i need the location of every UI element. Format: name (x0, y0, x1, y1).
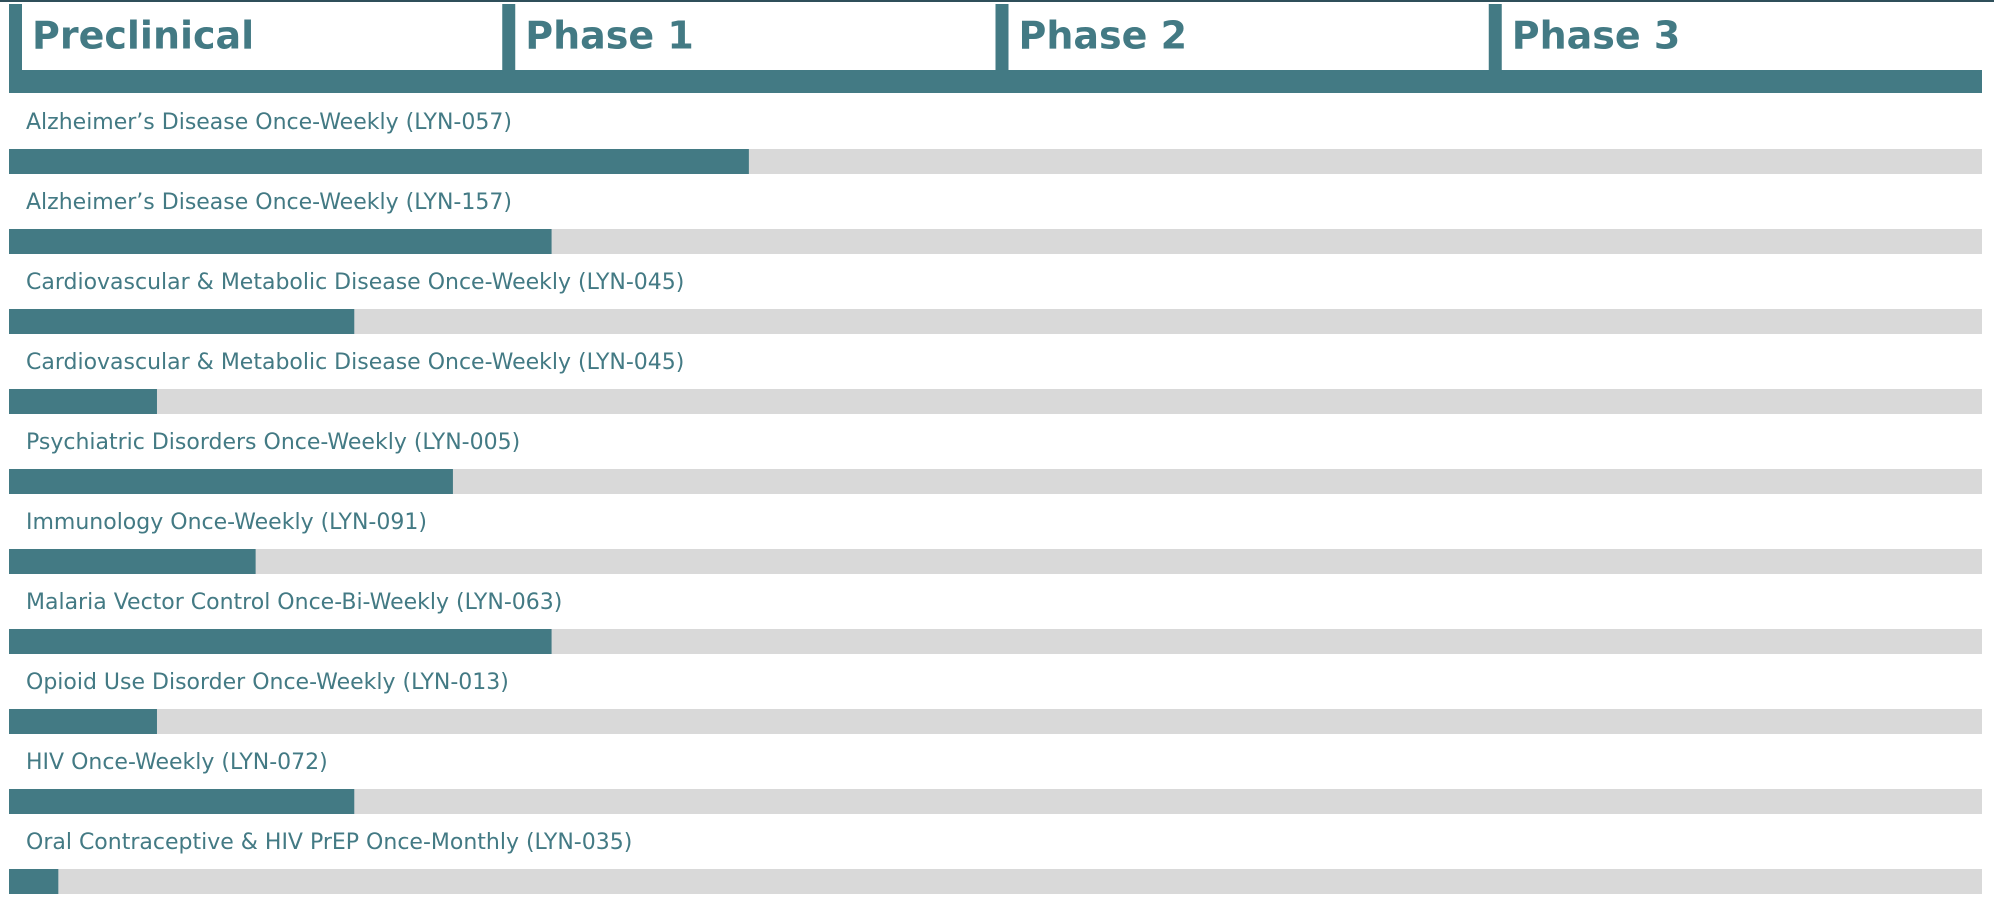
bar-track (9, 549, 1982, 574)
bar (9, 549, 256, 574)
bar-track (9, 709, 1982, 734)
phase-label: Phase 2 (1019, 14, 1188, 58)
phase-divider (1488, 4, 1502, 74)
row-label: Malaria Vector Control Once-Bi-Weekly (L… (26, 590, 562, 615)
bar (9, 149, 749, 174)
row-label: HIV Once-Weekly (LYN-072) (26, 750, 328, 775)
row-label: Cardiovascular & Metabolic Disease Once-… (26, 350, 684, 375)
phase-label: Phase 1 (525, 14, 694, 58)
row-label: Psychiatric Disorders Once-Weekly (LYN-0… (26, 430, 520, 455)
row-label: Alzheimer’s Disease Once-Weekly (LYN-157… (26, 190, 512, 215)
bar (9, 869, 59, 894)
row-label: Immunology Once-Weekly (LYN-091) (26, 510, 427, 535)
bar (9, 229, 552, 254)
phase-divider (9, 4, 22, 74)
phase-divider (502, 4, 516, 74)
phase-label: Preclinical (32, 14, 254, 58)
bar-track (9, 389, 1982, 414)
bar (9, 389, 157, 414)
bar (9, 709, 157, 734)
row-label: Alzheimer’s Disease Once-Weekly (LYN-057… (26, 110, 512, 135)
header-band (9, 70, 1982, 93)
phase-label: Phase 3 (1512, 14, 1681, 58)
bar-track (9, 869, 1982, 894)
bar (9, 309, 355, 334)
bar (9, 629, 552, 654)
row-label: Opioid Use Disorder Once-Weekly (LYN-013… (26, 670, 509, 695)
phase-divider (995, 4, 1009, 74)
row-label: Cardiovascular & Metabolic Disease Once-… (26, 270, 684, 295)
top-border (0, 0, 1994, 2)
bar (9, 789, 355, 814)
row-label: Oral Contraceptive & HIV PrEP Once-Month… (26, 830, 632, 855)
bar (9, 469, 453, 494)
